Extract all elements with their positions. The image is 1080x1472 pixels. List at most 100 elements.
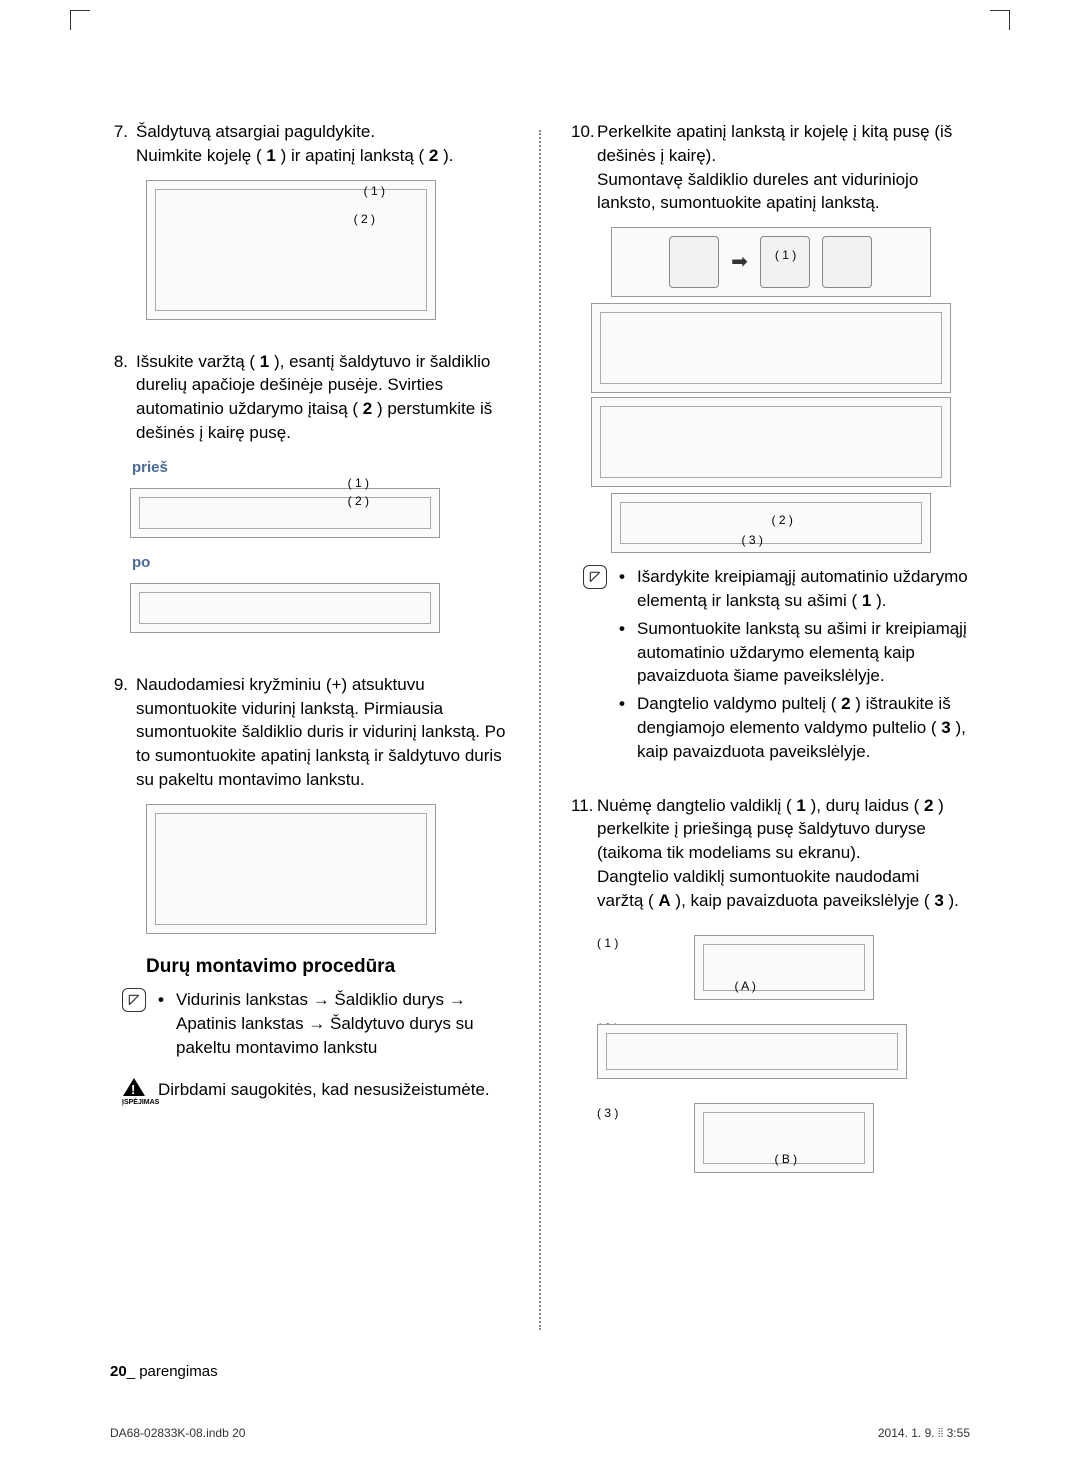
figure-label: ( 2 ) [354, 211, 375, 228]
figure-label: ( 1 ) [364, 183, 385, 200]
bullet-dot: • [619, 617, 637, 688]
figure-placeholder [703, 944, 865, 991]
bold-ref: A [658, 891, 670, 910]
bullet-item: • Išardykite kreipiamąjį automatinio užd… [619, 565, 970, 613]
bold-ref: 1 [266, 146, 275, 165]
warning-row: ĮSPĖJIMAS Dirbdami saugokitės, kad nesus… [122, 1078, 509, 1108]
bullet-dot: • [619, 692, 637, 763]
bullet-text: Sumontuokite lankstą su ašimi ir kreipia… [637, 617, 970, 688]
figure-placeholder [155, 813, 427, 925]
text-frag: ), durų laidus ( [806, 796, 924, 815]
bullet-item: • Sumontuokite lankstą su ašimi ir kreip… [619, 617, 970, 688]
bullet-text: Dangtelio valdymo pultelį ( 2 ) ištrauki… [637, 692, 970, 763]
figure-placeholder [600, 406, 942, 478]
figure-placeholder [620, 502, 922, 544]
warning-icon: ĮSPĖJIMAS [122, 1078, 146, 1108]
bold-ref: 1 [796, 796, 805, 815]
figure-placeholder [600, 312, 942, 384]
crop-mark-tr [990, 10, 1010, 30]
page-content: 7. Šaldytuvą atsargiai paguldykite. Nuim… [60, 60, 1020, 1330]
text-frag: Išsukite varžtą ( [136, 352, 260, 371]
text-line: Perkelkite apatinį lankstą ir kojelę į k… [597, 122, 952, 165]
page-number: 20 [110, 1363, 127, 1380]
text-frag: Nuimkite kojelę ( [136, 146, 266, 165]
bullet-text: Išardykite kreipiamąjį automatinio uždar… [637, 565, 970, 613]
text-line: Sumontavę šaldiklio dureles ant vidurini… [597, 170, 918, 213]
door-procedure-heading: Durų montavimo procedūra [146, 954, 509, 981]
warning-text: Dirbdami saugokitės, kad nesusižeistumėt… [154, 1078, 509, 1108]
figure-label: ( 1 ) [775, 247, 796, 264]
step10-note: • Išardykite kreipiamąjį automatinio užd… [583, 565, 970, 767]
text-frag: ). [871, 591, 886, 610]
bold-ref: 1 [260, 352, 269, 371]
figure-step11-b [597, 1024, 907, 1079]
figure-step8-after [130, 583, 440, 633]
hinge-block [669, 236, 719, 288]
bullet-dot: • [619, 565, 637, 613]
note-icon [122, 988, 146, 1012]
bold-ref: 2 [363, 399, 372, 418]
hinge-block: ( 1 ) [760, 236, 810, 288]
step-text: Šaldytuvą atsargiai paguldykite. Nuimkit… [136, 120, 509, 168]
figure-step10-panel-b [591, 397, 951, 487]
step-text: Naudodamiesi kryžminiu (+) atsuktuvu sum… [136, 673, 509, 792]
bold-ref: 3 [934, 891, 943, 910]
bold-ref: 3 [941, 718, 950, 737]
bold-ref: 2 [429, 146, 438, 165]
step-10: 10. Perkelkite apatinį lankstą ir kojelę… [571, 120, 970, 215]
figure-label: ( 2 ) [772, 512, 793, 529]
warning-label: ĮSPĖJIMAS [122, 1098, 146, 1108]
step-number: 11. [571, 794, 597, 913]
page-footer: 20_ parengimas [110, 1361, 218, 1382]
figure-label: ( A ) [735, 978, 756, 995]
step-number: 10. [571, 120, 597, 215]
label-before: prieš [132, 457, 509, 478]
step-text: Nuėmę dangtelio valdiklį ( 1 ), durų lai… [597, 794, 970, 913]
step-7: 7. Šaldytuvą atsargiai paguldykite. Nuim… [110, 120, 509, 168]
hinge-block [822, 236, 872, 288]
figure-placeholder [606, 1033, 898, 1070]
step11-figures: ( 1 ) ( A ) ( 2 ) ( 3 ) ( B ) [597, 925, 970, 1183]
text-frag: ). [944, 891, 959, 910]
figure-placeholder [139, 497, 431, 529]
label-after: po [132, 552, 509, 573]
step-number: 9. [110, 673, 136, 792]
step-9: 9. Naudodamiesi kryžminiu (+) atsuktuvu … [110, 673, 509, 792]
figure-step10-hinges: ➡ ( 1 ) [611, 227, 931, 297]
figure-step7: ( 1 ) ( 2 ) [146, 180, 436, 320]
crop-mark-tl [70, 10, 90, 30]
section-name: _ parengimas [127, 1363, 218, 1380]
figure-step9 [146, 804, 436, 934]
step-11: 11. Nuėmę dangtelio valdiklį ( 1 ), durų… [571, 794, 970, 913]
door-procedure-info: • Vidurinis lankstas → Šaldiklio durys →… [122, 988, 509, 1063]
figure-step10-panel-a [591, 303, 951, 393]
figure-step8-before: ( 1 ) ( 2 ) [130, 488, 440, 538]
figure-placeholder [155, 189, 427, 311]
figure-step10-cover: ( 2 ) ( 3 ) [611, 493, 931, 553]
step-text: Perkelkite apatinį lankstą ir kojelę į k… [597, 120, 970, 215]
bullet-list: • Išardykite kreipiamąjį automatinio užd… [615, 565, 970, 767]
print-file: DA68-02833K-08.indb 20 [110, 1425, 245, 1442]
bold-ref: 2 [841, 694, 850, 713]
bold-ref: 1 [862, 591, 871, 610]
figure-placeholder [139, 592, 431, 624]
step-number: 8. [110, 350, 136, 445]
figure-label: ( 1 ) [597, 935, 618, 952]
text-frag: Dangtelio valdymo pultelį ( [637, 694, 841, 713]
step-text: Išsukite varžtą ( 1 ), esantį šaldytuvo … [136, 350, 509, 445]
hinge-row: ➡ ( 1 ) [612, 228, 930, 296]
bullet-dot: • [158, 988, 176, 1059]
step-number: 7. [110, 120, 136, 168]
right-column: 10. Perkelkite apatinį lankstą ir kojelę… [571, 120, 970, 1330]
bullet-item: • Vidurinis lankstas → Šaldiklio durys →… [158, 988, 509, 1059]
text-frag: ), kaip pavaizduota paveikslėlyje ( [671, 891, 935, 910]
text-frag: Išardykite kreipiamąjį automatinio uždar… [637, 567, 968, 610]
arrow-icon: ➡ [731, 248, 748, 276]
left-column: 7. Šaldytuvą atsargiai paguldykite. Nuim… [110, 120, 509, 1330]
print-date: 2014. 1. 9. ⦙⦙ 3:55 [878, 1425, 970, 1442]
bullet-text: Vidurinis lankstas → Šaldiklio durys → A… [176, 988, 509, 1059]
bullet-list: • Vidurinis lankstas → Šaldiklio durys →… [154, 988, 509, 1063]
note-icon [583, 565, 607, 589]
column-divider [539, 130, 541, 1330]
text-frag: Nuėmę dangtelio valdiklį ( [597, 796, 796, 815]
